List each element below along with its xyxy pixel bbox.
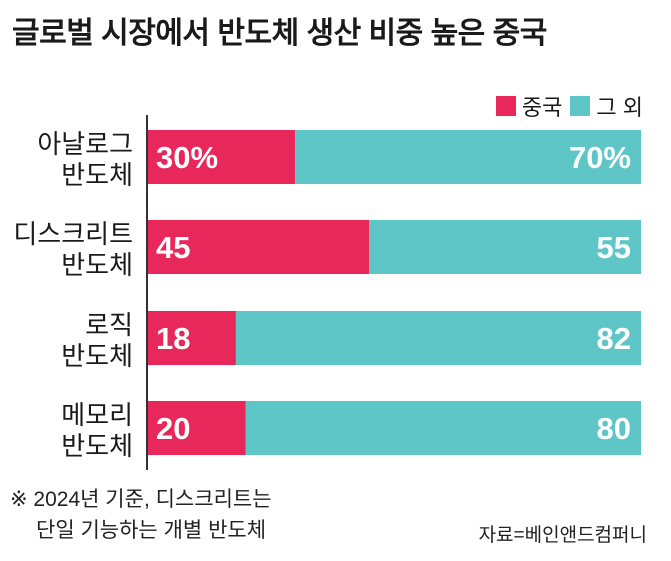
legend-label-other: 그 외 — [596, 95, 643, 120]
chart-title: 글로벌 시장에서 반도체 생산 비중 높은 중국 — [12, 17, 547, 50]
bar-segment-china — [147, 401, 246, 455]
data-label: 30% — [156, 140, 218, 175]
category-label: 아날로그 — [37, 129, 133, 159]
data-label: 18 — [156, 321, 190, 356]
legend-item-china: 중국 — [495, 90, 563, 122]
data-label: 55 — [597, 230, 631, 265]
category-label: 디스크리트 — [13, 219, 133, 249]
data-label: 82 — [597, 321, 631, 356]
bar-segment-china — [147, 311, 236, 365]
legend: 중국 그 외 — [495, 90, 643, 122]
footnote-line-2: 단일 기능하는 개별 반도체 — [36, 519, 267, 542]
bar-segment-other — [369, 220, 641, 274]
legend-item-other: 그 외 — [570, 90, 643, 122]
legend-swatch-china — [495, 96, 516, 116]
bar-segment-china — [147, 130, 296, 184]
data-label: 45 — [156, 230, 190, 265]
legend-label-china: 중국 — [521, 95, 563, 120]
category-label: 로직 — [85, 310, 133, 340]
category-label: 반도체 — [61, 341, 133, 371]
footnote-line-1: ※ 2024년 기준, 디스크리트는 — [10, 488, 272, 511]
category-label: 메모리 — [61, 400, 133, 430]
legend-swatch-other — [570, 96, 591, 116]
bar-segment-china — [147, 220, 370, 274]
bar-segment-other — [245, 401, 642, 455]
bar-segment-other — [235, 311, 642, 365]
bar-segment-other — [295, 130, 641, 184]
data-label: 80 — [597, 411, 631, 446]
data-label: 20 — [156, 411, 190, 446]
category-label: 반도체 — [61, 250, 133, 280]
source-credit: 자료=베인앤드컴퍼니 — [478, 525, 647, 546]
footnote: ※ 2024년 기준, 디스크리트는 단일 기능하는 개별 반도체 — [10, 484, 272, 546]
data-label: 70% — [569, 140, 631, 175]
category-label: 반도체 — [61, 160, 133, 190]
category-label: 반도체 — [61, 431, 133, 461]
